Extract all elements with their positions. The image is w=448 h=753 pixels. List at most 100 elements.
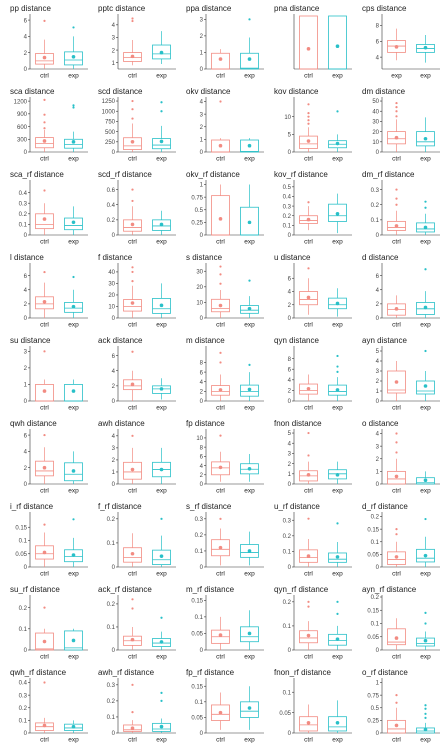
y-tick-label: 2 [288,389,292,395]
y-tick-label: 0 [112,648,116,654]
y-tick-label: 0 [376,316,380,322]
x-category-label: ctrl [40,571,49,578]
iqr-box [240,52,259,70]
y-tick-label: 0 [288,648,292,654]
box-plot-panel: ayn distance 0 1 2 3 4 5 ctrl exp [362,336,440,412]
x-category-label: exp [68,737,79,744]
box-plot-panel: pna distance ctrl exp [274,4,352,80]
outlier-point [307,600,310,603]
x-category-label: exp [244,239,255,246]
x-category-label: ctrl [304,571,313,578]
y-tick-label: 4 [288,441,292,447]
mean-point [130,54,135,59]
y-tick-label: 0.5 [195,208,204,214]
outlier-point [131,19,134,23]
y-tick-label: 0.1 [195,700,204,706]
outlier-point [219,517,222,520]
iqr-box [299,15,318,70]
y-tick-label: 0.05 [191,716,203,722]
y-tick-label: 0.4 [19,191,28,197]
y-tick-label: 0.75 [367,693,379,699]
box-plot-panel: dm distance 0 10 20 30 40 50 ctrl exp [362,87,440,163]
y-tick-label: 0 [24,565,28,571]
mean-point [130,222,135,227]
box-plot-panel: pptc distance 1 2 3 4 ctrl exp [98,4,176,80]
x-category-label: ctrl [128,73,137,80]
iqr-box [328,15,347,70]
y-tick-label: 2 [376,379,380,385]
y-tick-label: 0 [200,482,204,488]
x-category-label: exp [68,73,79,80]
box-plot-panel: su distance 0 1 2 3 ctrl exp [10,336,88,412]
y-tick-label: 6 [112,354,116,360]
box-plot-panel: kov distance 0 5 10 ctrl exp [274,87,352,163]
y-tick-label: 10 [372,140,379,146]
mean-point [159,387,164,391]
box-plot-panel: scd_rf distance 0 0.2 0.4 0.6 ctrl exp [98,170,176,246]
panel-title: okv distance [186,87,231,96]
mean-point [394,474,399,479]
y-tick-label: 0.2 [195,533,204,539]
box-plot-panel: okv_rf distance 0 0.25 0.5 0.75 1 ctrl exp [186,170,264,246]
panel-title: dm distance [362,87,406,96]
y-tick-label: 0 [288,399,292,405]
y-tick-label: 2 [288,303,292,309]
outlier-point [307,267,310,270]
y-tick-label: 0 [24,67,28,73]
panel-title: sca distance [10,87,55,96]
mean-point [247,549,252,553]
mean-point [71,54,76,59]
y-tick-label: 500 [105,130,116,136]
x-category-label: exp [68,405,79,412]
outlier-point [336,110,339,113]
x-category-label: ctrl [216,654,225,661]
y-tick-label: 0 [200,399,204,405]
y-tick-label: 0.2 [371,595,380,601]
box-plot-panel: m distance 0 2 4 6 8 ctrl exp [186,336,264,412]
mean-point [394,555,399,559]
y-tick-label: 600 [17,125,28,131]
y-tick-label: 0.1 [19,223,28,229]
box-plot-panel: o_rf distance 0 0.25 0.5 0.75 1 ctrl exp [362,668,440,744]
outlier-point [395,188,398,191]
x-category-label: ctrl [392,488,401,495]
mean-point [71,553,76,557]
y-tick-label: 0 [24,482,28,488]
x-category-label: exp [420,654,431,661]
y-tick-label: 0.05 [367,635,379,641]
y-tick-label: 0 [200,67,204,73]
outlier-point [131,117,134,120]
mean-point [306,721,311,725]
y-tick-label: 0.15 [191,599,203,605]
panel-title: dm_rf distance [362,170,415,179]
outlier-point [424,622,427,625]
outlier-point [307,517,310,520]
y-tick-label: 250 [105,140,116,146]
outlier-point [336,600,339,603]
y-tick-label: 0.15 [367,608,379,614]
iqr-box [64,138,83,149]
y-tick-label: 0.1 [19,719,28,725]
panel-title: ack distance [98,336,143,345]
panel-title: cps distance [362,4,407,13]
outlier-point [424,707,427,710]
x-category-label: ctrl [304,654,313,661]
outlier-point [160,517,163,520]
mean-point [71,220,76,225]
mean-point [42,639,47,644]
x-category-label: exp [332,654,343,661]
y-tick-label: 0.2 [107,517,116,523]
x-category-label: ctrl [304,322,313,329]
y-tick-label: 2 [112,48,116,54]
box-plot-panel: awh_rf distance 0 0.1 0.2 0.3 ctrl exp [98,668,176,744]
outlier-point [131,99,134,103]
x-category-label: ctrl [216,239,225,246]
mean-point [42,389,47,393]
mean-point [42,299,47,304]
panel-title: qyn distance [274,336,319,345]
y-tick-label: 0 [376,233,380,239]
x-category-label: exp [420,488,431,495]
mean-point [394,135,399,140]
y-tick-label: 0 [112,565,116,571]
y-tick-label: 2 [200,34,204,40]
